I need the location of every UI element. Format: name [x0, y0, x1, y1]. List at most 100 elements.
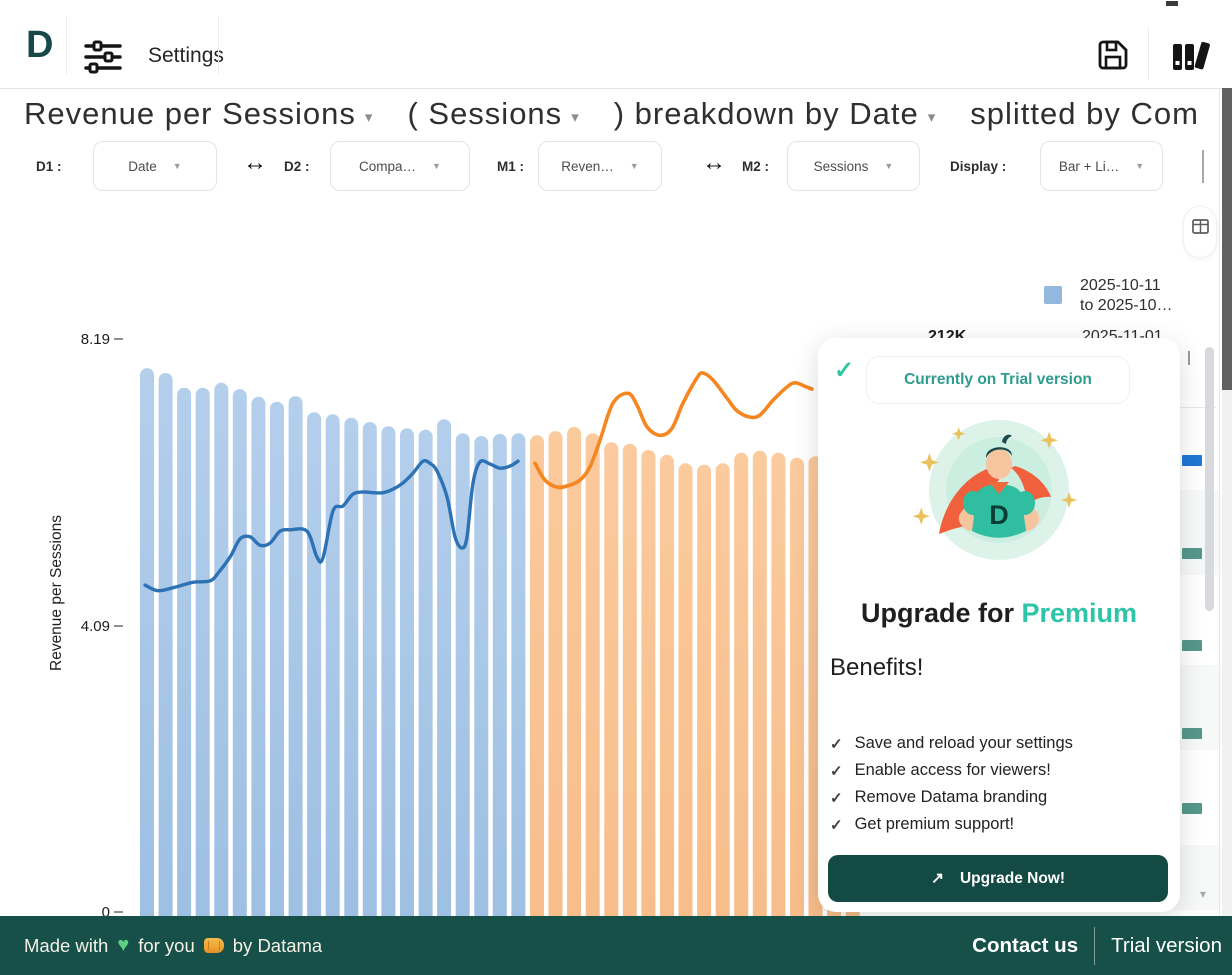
- bar: [158, 373, 173, 928]
- display-select[interactable]: Bar + Li… ▼: [1040, 141, 1163, 191]
- top-bar: D Settings: [0, 0, 1232, 89]
- title-segment[interactable]: ( Sessions ▾: [407, 96, 580, 131]
- contact-us-link[interactable]: Contact us: [972, 933, 1079, 957]
- upgrade-heading-text: Upgrade for: [860, 598, 1022, 628]
- trial-upgrade-popup: ✓ Currently on Trial version D: [818, 338, 1180, 912]
- panel-edge-divider: [1219, 88, 1220, 916]
- benefit-item: ✓ Save and reload your settings: [830, 730, 1073, 757]
- bar: [400, 428, 414, 928]
- bar: [232, 389, 247, 929]
- bar: [251, 396, 266, 928]
- legend-item-period1[interactable]: 2025-10-11 to 2025-10…: [1044, 276, 1173, 316]
- waterfall-bar: [1182, 455, 1202, 466]
- line-series-period2: [533, 371, 814, 490]
- panel-scrollbar-thumb[interactable]: [1205, 347, 1214, 611]
- bar: [715, 463, 730, 928]
- sliders-icon[interactable]: [84, 40, 122, 79]
- datama-logo[interactable]: D: [26, 24, 53, 66]
- bar: [511, 433, 526, 928]
- legend-label: 2025-10-11 to 2025-10…: [1080, 277, 1173, 314]
- display-label: Display :: [950, 159, 1007, 174]
- trial-version-label: Trial version: [1111, 933, 1222, 957]
- benefit-item: ✓ Enable access for viewers!: [830, 757, 1073, 784]
- upgrade-heading-accent: Premium: [1021, 598, 1138, 628]
- bar: [790, 457, 804, 928]
- upgrade-now-button[interactable]: ↗ Upgrade Now!: [828, 855, 1168, 902]
- bar: [325, 414, 340, 928]
- y-tick-mark: [114, 911, 123, 913]
- library-icon[interactable]: [1172, 41, 1214, 78]
- bar: [734, 452, 749, 928]
- bar: [307, 412, 322, 928]
- m1-select[interactable]: Reven… ▼: [538, 141, 662, 191]
- upgrade-now-label: Upgrade Now!: [959, 869, 1066, 887]
- footer-bar: Made with ♥ for you by Datama Contact us…: [0, 916, 1232, 975]
- clipped-text-fragment: [1188, 351, 1190, 365]
- bar: [195, 387, 210, 928]
- chevron-down-icon: ▼: [432, 161, 441, 171]
- waterfall-bar: [1182, 728, 1202, 739]
- check-icon: ✓: [830, 789, 843, 807]
- bar: [288, 396, 303, 929]
- d1-label: D1 :: [36, 159, 62, 174]
- chevron-down-icon: ▼: [1135, 161, 1145, 171]
- save-icon[interactable]: [1096, 38, 1130, 77]
- bar: [492, 433, 507, 928]
- bar: [567, 426, 582, 928]
- chevron-down-icon: ▼: [884, 161, 894, 171]
- benefit-text: Remove Datama branding: [854, 788, 1048, 806]
- y-tick-mark: [114, 337, 123, 340]
- legend-swatch: [1044, 286, 1062, 304]
- benefits-heading: Benefits!: [830, 654, 924, 681]
- title-segment: splitted by Com: [970, 96, 1199, 131]
- panel-divider: [1178, 407, 1216, 408]
- panel-scroll-down-icon[interactable]: ▾: [1200, 887, 1207, 901]
- bar: [140, 368, 154, 929]
- benefit-item: ✓ Remove Datama branding: [830, 784, 1073, 811]
- title-segment[interactable]: ) breakdown by Date ▾: [613, 96, 937, 131]
- settings-button[interactable]: Settings: [148, 44, 224, 67]
- chevron-down-icon[interactable]: ▾: [364, 109, 374, 126]
- chevron-down-icon[interactable]: ▾: [571, 109, 580, 126]
- external-link-arrow-icon: ↗: [930, 870, 944, 887]
- waterfall-bar: [1182, 640, 1202, 651]
- m2-select[interactable]: Sessions ▼: [787, 141, 920, 191]
- header-divider: [1148, 28, 1149, 80]
- bar: [771, 452, 786, 928]
- page-scrollbar-thumb[interactable]: [1222, 88, 1232, 390]
- chevron-down-icon[interactable]: ▾: [927, 109, 937, 126]
- bar: [214, 382, 229, 928]
- bar: [678, 463, 693, 928]
- fist-icon: [203, 938, 224, 953]
- upgrade-heading: Upgrade for Premium: [818, 598, 1180, 629]
- table-view-button[interactable]: [1183, 206, 1217, 258]
- d1-select[interactable]: Date ▼: [93, 141, 217, 191]
- bar: [437, 419, 452, 928]
- waterfall-bar: [1182, 548, 1202, 559]
- title-segment[interactable]: Revenue per Sessions ▾: [24, 96, 374, 131]
- bar: [455, 433, 470, 928]
- benefit-text: Save and reload your settings: [854, 734, 1073, 752]
- benefit-text: Get premium support!: [854, 815, 1015, 833]
- bar: [641, 450, 656, 928]
- analysis-title: Revenue per Sessions ▾ ( Sessions ▾ ) breakd…: [24, 90, 1218, 138]
- bar-series-period2: [530, 426, 860, 928]
- d2-select[interactable]: Compa… ▼: [330, 141, 470, 191]
- header-divider: [66, 16, 67, 74]
- swap-arrows-icon[interactable]: ↔: [702, 149, 726, 176]
- y-tick-label: 0: [101, 904, 110, 921]
- controls-divider: [1202, 150, 1204, 183]
- made-with-love: Made with ♥ for you by Datama: [0, 934, 322, 957]
- chart-legend: 2025-10-11 to 2025-10…: [1044, 276, 1173, 320]
- check-icon: ✓: [830, 762, 843, 780]
- check-icon: ✓: [830, 735, 843, 753]
- page-scrollbar-track[interactable]: [1222, 88, 1232, 916]
- swap-arrows-icon[interactable]: ↔: [243, 149, 267, 176]
- scrollbar-top-artifact: [1166, 1, 1178, 6]
- m1-label: M1 :: [497, 159, 524, 174]
- bar: [697, 464, 712, 928]
- bar: [548, 431, 563, 928]
- d2-label: D2 :: [284, 159, 310, 174]
- m2-label: M2 :: [742, 159, 769, 174]
